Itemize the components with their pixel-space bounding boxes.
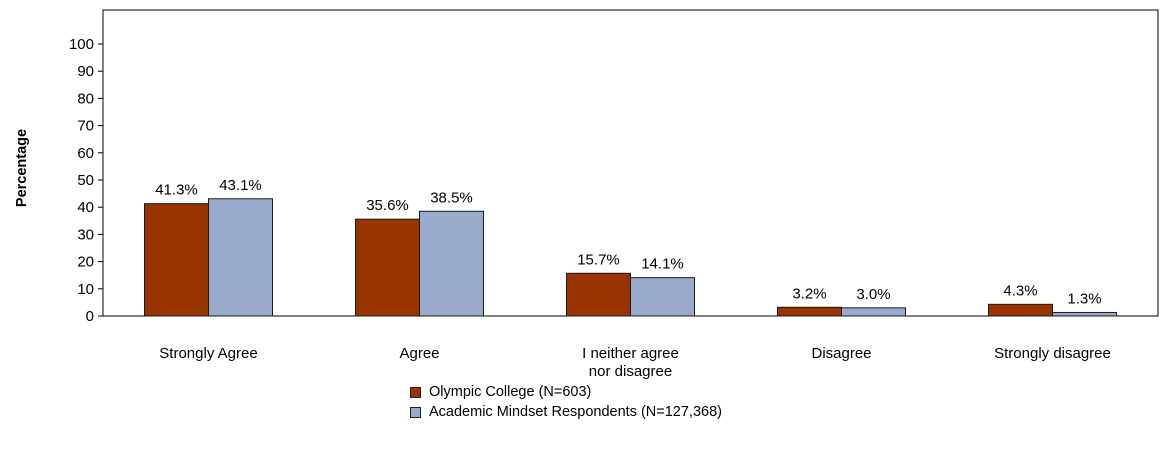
- x-category-label: I neither agree nor disagree: [582, 345, 679, 380]
- y-tick-label: 90: [77, 63, 94, 80]
- data-label: 3.2%: [792, 285, 826, 302]
- y-tick-label: 0: [86, 308, 94, 325]
- y-axis: 0 10 20 30 40 50 60 70 80 90 100: [69, 36, 103, 325]
- data-label: 4.3%: [1003, 282, 1037, 299]
- x-category-label: Agree: [399, 345, 439, 362]
- data-label: 41.3%: [155, 182, 198, 199]
- bar-series-1: [988, 303, 1053, 317]
- legend-item-academic-mindset: Academic Mindset Respondents (N=127,368): [410, 402, 722, 422]
- x-category-label: Strongly Agree: [159, 345, 257, 362]
- y-tick-label: 10: [77, 281, 94, 298]
- bar-series-1: [355, 218, 420, 317]
- bar-series-2: [208, 198, 273, 317]
- bar-series-2: [1052, 311, 1117, 317]
- legend-label-academic-mindset: Academic Mindset Respondents (N=127,368): [429, 404, 722, 420]
- y-tick-label: 40: [77, 199, 94, 216]
- x-category-label: Strongly disagree: [994, 345, 1111, 362]
- y-tick-label: 30: [77, 226, 94, 243]
- bar-series-2: [841, 307, 906, 317]
- legend-label-olympic-college: Olympic College (N=603): [429, 384, 592, 400]
- bar-series-1: [777, 306, 842, 317]
- legend-swatch-olympic-college: [410, 386, 421, 398]
- y-tick-label: 60: [77, 145, 94, 162]
- y-tick-label: 70: [77, 118, 94, 135]
- y-tick-label: 50: [77, 172, 94, 189]
- data-label: 14.1%: [641, 256, 684, 273]
- y-axis-label: Percentage: [14, 129, 30, 207]
- bar-series-2: [630, 277, 695, 317]
- x-category-label: Disagree: [811, 345, 871, 362]
- bar-series-2: [419, 210, 484, 317]
- data-label: 35.6%: [366, 197, 409, 214]
- bar-chart: 0 10 20 30 40 50 60 70 80 90 100 41.3% 43.1% 35.6% 38…: [14, 9, 1159, 380]
- data-label: 1.3%: [1067, 290, 1101, 307]
- y-tick-label: 20: [77, 254, 94, 271]
- y-tick-label: 100: [69, 36, 94, 53]
- bar-series-1: [566, 272, 631, 317]
- data-label: 38.5%: [430, 189, 473, 206]
- data-labels: 41.3% 43.1% 35.6% 38.5% 15.7% 14.1% 3.2% 3.0% 4.…: [155, 177, 1101, 308]
- data-label: 3.0%: [856, 286, 890, 303]
- bars: [144, 198, 1117, 317]
- legend-item-olympic-college: Olympic College (N=603): [410, 382, 722, 402]
- data-label: 15.7%: [577, 251, 620, 268]
- data-label: 43.1%: [219, 177, 262, 194]
- legend: Olympic College (N=603) Academic Mindset…: [410, 382, 722, 422]
- legend-swatch-academic-mindset: [410, 406, 421, 418]
- bar-series-1: [144, 203, 209, 317]
- y-tick-label: 80: [77, 90, 94, 107]
- x-axis-labels: Strongly Agree Agree I neither agree nor di…: [159, 345, 1111, 380]
